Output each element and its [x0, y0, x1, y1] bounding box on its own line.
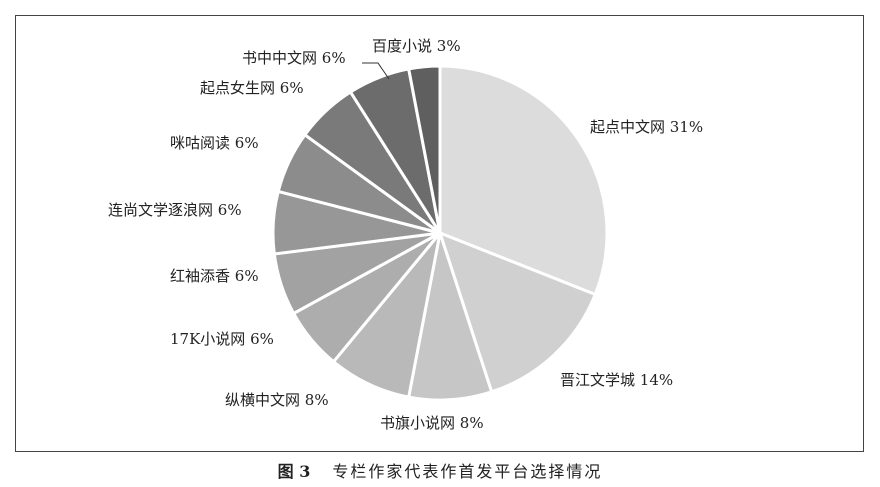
slice-value: 8%: [300, 391, 329, 409]
slice-label: 百度小说 3%: [372, 35, 461, 56]
slice-name: 晋江文学城: [560, 371, 636, 389]
slice-value: 3%: [432, 37, 461, 55]
slice-name: 连尚文学逐浪网: [108, 201, 214, 219]
slice-name: 17K小说网: [170, 330, 246, 348]
slice-value: 6%: [213, 201, 242, 219]
leader-line: [362, 62, 390, 80]
slice-label: 咪咕阅读 6%: [170, 132, 259, 153]
slice-label: 纵横中文网 8%: [225, 389, 329, 410]
slice-label: 起点女生网 6%: [200, 77, 304, 98]
chart-frame: [15, 15, 864, 452]
slice-name: 咪咕阅读: [170, 134, 231, 152]
slice-value: 6%: [245, 330, 274, 348]
slice-value: 6%: [230, 267, 259, 285]
slice-value: 8%: [455, 414, 484, 432]
figure-title: 专栏作家代表作首发平台选择情况: [332, 462, 603, 481]
slice-label: 书旗小说网 8%: [380, 412, 484, 433]
slice-label: 17K小说网 6%: [170, 328, 274, 349]
slice-name: 纵横中文网: [225, 391, 301, 409]
slice-name: 红袖添香: [170, 267, 231, 285]
pie-slice: [438, 64, 609, 297]
slice-name: 起点中文网: [590, 118, 666, 136]
slice-name: 百度小说: [372, 37, 433, 55]
slice-label: 书中中文网 6%: [242, 47, 346, 68]
slice-label: 连尚文学逐浪网 6%: [108, 199, 242, 220]
slice-name: 书中中文网: [242, 49, 318, 67]
pie-slice: [406, 64, 442, 234]
slice-value: 31%: [665, 118, 704, 136]
figure-caption: 图 3 专栏作家代表作首发平台选择情况: [0, 458, 880, 482]
slice-value: 6%: [275, 79, 304, 97]
slice-value: 6%: [230, 134, 259, 152]
figure-number: 图 3: [277, 462, 311, 481]
slice-label: 红袖添香 6%: [170, 265, 259, 286]
slice-label: 晋江文学城 14%: [560, 369, 673, 390]
slice-name: 书旗小说网: [380, 414, 456, 432]
slice-value: 14%: [635, 371, 674, 389]
slice-name: 起点女生网: [200, 79, 276, 97]
slice-value: 6%: [317, 49, 346, 67]
slice-label: 起点中文网 31%: [590, 116, 703, 137]
